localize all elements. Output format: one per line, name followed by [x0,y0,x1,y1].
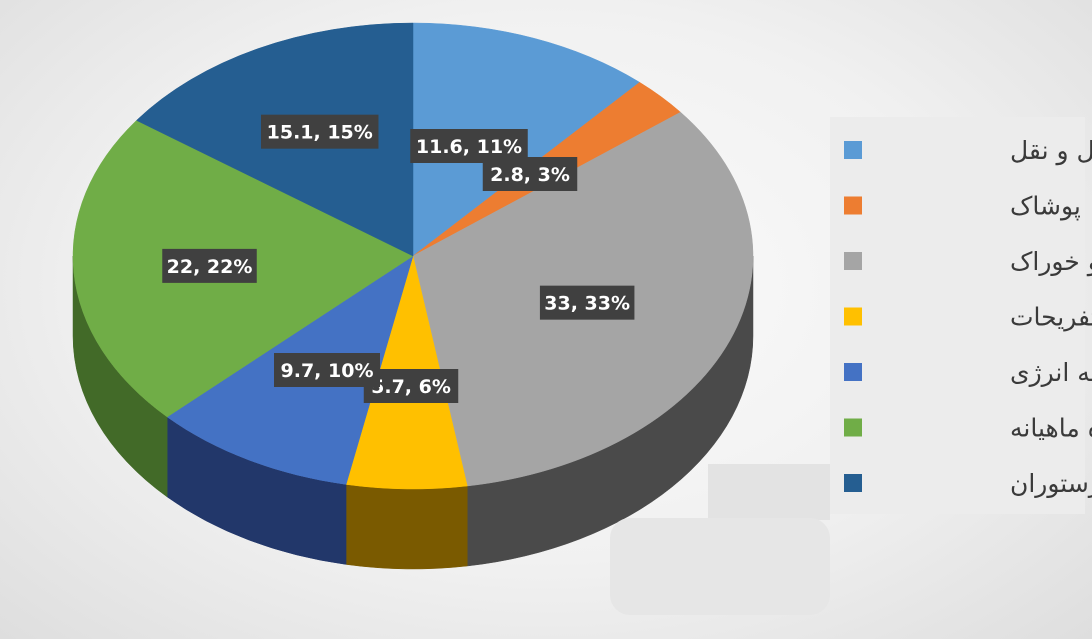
data-label: 9.7, 10% [281,360,374,382]
redaction-box-2 [610,518,830,615]
legend-label: حمل و نقل [1010,136,1092,166]
legend-swatch [844,363,862,381]
legend-label: اجاره ماهیانه [1010,414,1092,443]
data-label: 33, 33% [544,293,630,315]
data-label: 5.7, 6% [371,376,451,398]
slice-3-side [345,484,468,570]
legend-background [830,117,1085,514]
redaction-box-1 [708,464,830,520]
data-label: 11.6, 11% [416,136,522,158]
data-label-box [539,285,635,320]
legend-swatch [844,196,862,215]
data-label-box [482,157,578,191]
legend-swatch [844,307,862,326]
data-labels: 11.6, 11% 2.8, 3% 33, 33% 5.7, 6%9.7, 10% 22… [162,114,635,403]
legend-swatch [844,418,862,437]
legend-swatch [844,252,862,270]
legend-label: هزینه انرژی [1010,358,1092,387]
data-label: 15.1, 15% [267,122,373,144]
data-label-box [260,114,379,149]
legend-swatch [844,474,862,492]
legend-label: ورزش و تفریحات [1010,303,1092,333]
legend-label: خورد و خوراک [1010,247,1092,277]
data-label: 2.8, 3% [490,164,570,186]
legend-label: رستوران [1010,469,1092,498]
legend-label: پوشاک [1010,192,1081,221]
legend-swatch [844,141,862,159]
legend: حمل و نقل پوشاک خورد و خوراک ورزش و تفریحات… [830,117,1092,514]
data-label-box [162,248,257,283]
data-label: 22, 22% [167,256,253,278]
data-label-box [274,353,380,387]
